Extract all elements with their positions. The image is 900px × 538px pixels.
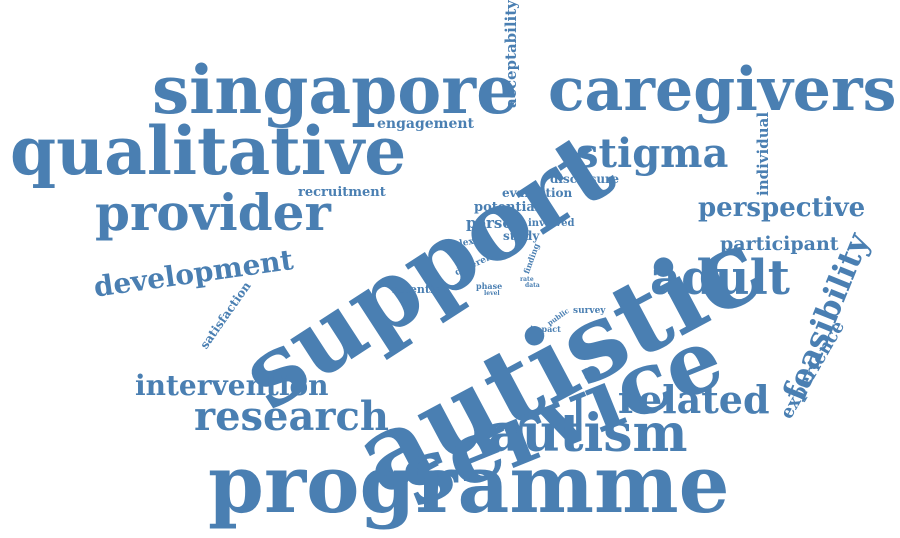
word-stigma: stigma (576, 130, 729, 177)
word-involved: involved (528, 218, 575, 229)
word-survey: survey (573, 306, 606, 316)
word-study: study (503, 229, 540, 243)
word-caregivers: caregivers (548, 55, 897, 125)
word-acceptability: acceptability (502, 0, 520, 108)
word-related: related (618, 377, 770, 422)
word-phase: phase (476, 281, 503, 291)
word-feasibility: feasibility (775, 227, 877, 407)
word-programme: programme (208, 437, 730, 531)
word-adult: adult (650, 250, 790, 306)
word-potential: potential (474, 200, 540, 215)
word-evaluation: evaluation (502, 186, 573, 200)
word-impact: impact (530, 324, 561, 334)
word-engagement: engagement (377, 116, 475, 132)
word-data: data (525, 282, 540, 289)
word-provider: provider (95, 183, 331, 242)
word-recruitment: recruitment (298, 185, 386, 200)
word-rate: rate (520, 276, 534, 283)
word-person: person (466, 214, 524, 232)
word-individual: individual (754, 111, 772, 196)
word-perspective: perspective (698, 193, 866, 223)
word-autism: autism (488, 403, 688, 464)
word-qualitative: qualitative (10, 112, 407, 190)
word-singapore: singapore (152, 51, 519, 129)
word-research: research (194, 393, 389, 440)
word-participant: participant (720, 233, 839, 255)
word-intervention: intervention (135, 369, 329, 402)
word-development: development (91, 243, 296, 304)
word-retention: retention (392, 283, 450, 296)
word-level: level (484, 290, 500, 297)
word-disclosure: disclosure (550, 172, 620, 186)
